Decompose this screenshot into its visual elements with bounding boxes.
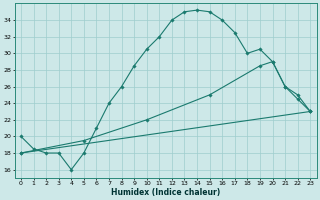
X-axis label: Humidex (Indice chaleur): Humidex (Indice chaleur) <box>111 188 220 197</box>
